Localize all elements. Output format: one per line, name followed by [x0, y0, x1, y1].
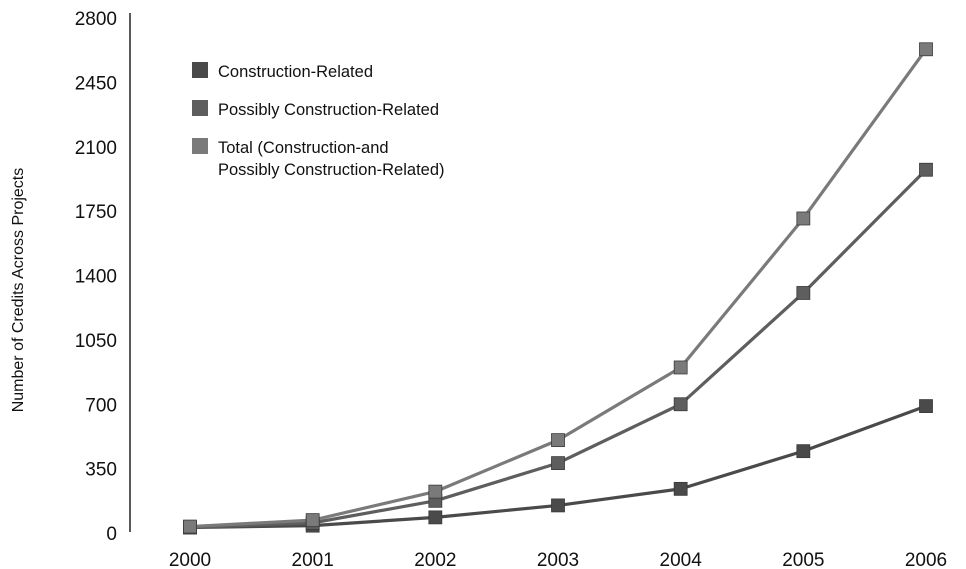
y-tick-label: 2450: [75, 73, 117, 94]
legend-swatch: [192, 62, 208, 78]
series-line-2: [189, 48, 928, 529]
x-tick-label: 2005: [782, 550, 824, 569]
data-point-marker: [551, 433, 565, 448]
data-point-marker: [673, 481, 688, 496]
y-axis-title: Number of Credits Across Projects: [10, 168, 27, 413]
data-point-marker: [551, 498, 565, 513]
y-tick-label: 0: [106, 524, 117, 545]
series-lines: [189, 48, 928, 530]
x-tick-label: 2003: [537, 550, 579, 569]
series-line-1: [189, 168, 928, 530]
data-point-marker: [796, 286, 811, 300]
data-point-marker: [428, 510, 443, 525]
x-tick-label: 2004: [660, 550, 703, 569]
data-point-marker: [796, 211, 811, 226]
data-point-marker: [919, 162, 933, 177]
legend-label: Construction-Related: [218, 63, 373, 81]
legend-swatch: [192, 138, 208, 154]
y-tick-labels: 0 350 700 1050 1400 1750 2100 2450 2800: [75, 9, 117, 545]
x-tick-label: 2001: [292, 550, 334, 569]
data-point-marker: [428, 484, 443, 499]
legend-label: Possibly Construction-Related: [218, 101, 439, 119]
data-point-marker: [183, 519, 197, 534]
legend: Construction-Related Possibly Constructio…: [192, 62, 445, 179]
data-point-marker: [919, 399, 933, 413]
y-tick-label: 1750: [75, 202, 117, 223]
y-tick-label: 2100: [75, 138, 117, 159]
data-point-marker: [551, 456, 565, 471]
data-point-marker: [673, 397, 688, 412]
y-tick-label: 2800: [75, 9, 117, 30]
y-tick-label: 1050: [75, 331, 117, 352]
x-tick-label: 2006: [905, 550, 947, 569]
y-tick-label: 1400: [75, 267, 117, 288]
legend-label: Total (Construction-and: [218, 139, 389, 157]
data-point-marker: [919, 42, 933, 57]
data-point-marker: [796, 444, 811, 459]
x-tick-label: 2002: [414, 550, 456, 569]
y-tick-label: 350: [85, 460, 117, 481]
legend-label: Possibly Construction-Related): [218, 161, 445, 179]
series-markers: [183, 42, 933, 535]
data-point-marker: [673, 360, 688, 375]
x-tick-labels: 2000 2001 2002 2003 2004 2005 2006: [169, 550, 947, 569]
y-tick-label: 700: [85, 395, 117, 416]
data-point-marker: [305, 513, 320, 528]
x-tick-label: 2000: [169, 550, 211, 569]
legend-swatch: [192, 100, 208, 116]
